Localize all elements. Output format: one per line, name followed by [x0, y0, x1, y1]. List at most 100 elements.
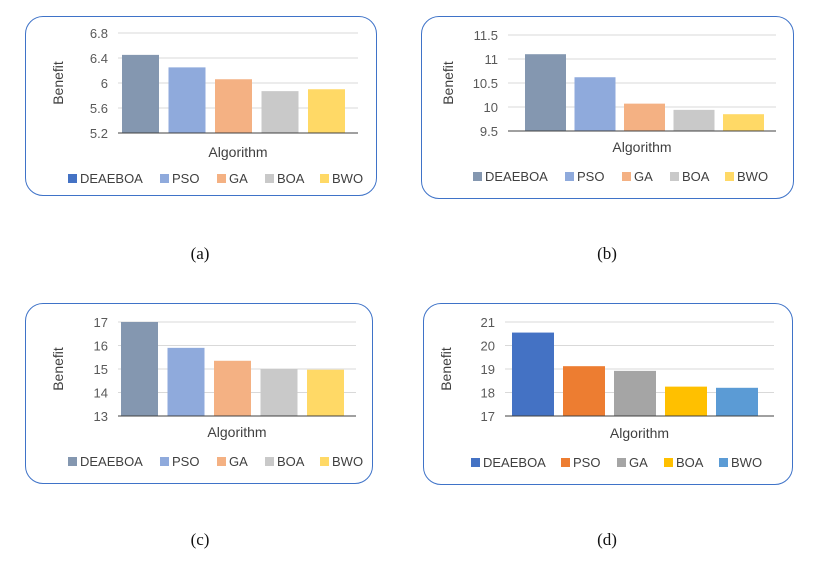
bar-deaeboa [512, 332, 554, 416]
legend-swatch [719, 458, 728, 467]
y-tick-label: 10 [484, 100, 498, 115]
legend-label: DEAEBOA [80, 454, 143, 469]
y-tick-label: 11 [485, 52, 499, 67]
bar-boa [665, 386, 707, 416]
caption-a: (a) [190, 244, 210, 263]
legend-swatch [664, 458, 673, 467]
bar-pso [167, 347, 205, 416]
legend-swatch [622, 172, 631, 181]
legend-swatch [565, 172, 574, 181]
legend-label: DEAEBOA [485, 169, 548, 184]
bar-deaeboa [525, 54, 566, 132]
legend-swatch [725, 172, 734, 181]
legend-swatch [160, 174, 169, 183]
legend-label: PSO [577, 169, 604, 184]
caption-c: (c) [190, 530, 210, 549]
legend-label: GA [634, 169, 653, 184]
legend-label: BOA [277, 171, 305, 186]
caption-d: (d) [597, 530, 617, 549]
y-tick-label: 16 [94, 339, 108, 354]
legend-swatch [670, 172, 679, 181]
bar-pso [168, 67, 206, 133]
chart-panel-b: 9.5 10 10.5 11 11.5 Algorithm Benefit DEAEBOA PS… [421, 16, 794, 199]
legend-swatch [320, 457, 329, 466]
legend-label: GA [229, 454, 248, 469]
bar-deaeboa [122, 54, 159, 133]
bar-bwo [307, 369, 344, 416]
y-axis-label: Benefit [50, 347, 66, 391]
y-tick-label: 13 [94, 409, 108, 424]
bar-ga [215, 79, 252, 133]
bar-pso [563, 366, 605, 416]
legend-label: PSO [172, 171, 199, 186]
chart-panel-a: 5.2 5.6 6 6.4 6.8 Algorithm Benefit DEAEBOA PSO G… [25, 16, 377, 196]
legend-swatch [265, 457, 274, 466]
legend-swatch [265, 174, 274, 183]
legend-label: PSO [573, 455, 600, 470]
legend-swatch [217, 457, 226, 466]
legend-swatch [473, 172, 482, 181]
legend-swatch [68, 174, 77, 183]
chart-c: 13 14 15 16 17 Algorithm Benefit DEAEBOA PSO GA BO… [50, 315, 363, 469]
bar-ga [624, 103, 665, 131]
y-tick-label: 21 [481, 315, 495, 330]
y-tick-label: 14 [94, 386, 108, 401]
legend-swatch [217, 174, 226, 183]
x-axis-label: Algorithm [610, 425, 669, 441]
legend-label: DEAEBOA [483, 455, 546, 470]
legend-label: GA [629, 455, 648, 470]
legend-label: BWO [332, 171, 363, 186]
bar-pso [574, 77, 616, 131]
legend-swatch [617, 458, 626, 467]
y-tick-label: 6.4 [90, 51, 108, 66]
y-tick-label: 20 [481, 339, 495, 354]
legend-swatch [471, 458, 480, 467]
chart-d: 17 18 19 20 21 Algorithm Benefit DEAEBOA PSO GA BO… [438, 315, 774, 470]
legend-label: DEAEBOA [80, 171, 143, 186]
y-tick-label: 18 [481, 386, 495, 401]
legend-label: BWO [737, 169, 768, 184]
legend-label: BWO [731, 455, 762, 470]
caption-b: (b) [597, 244, 617, 263]
bar-deaeboa [121, 322, 158, 416]
chart-panel-d: 17 18 19 20 21 Algorithm Benefit DEAEBOA PSO GA BO… [423, 303, 793, 485]
y-axis-label: Benefit [438, 347, 454, 391]
legend-swatch [68, 457, 77, 466]
legend-label: BOA [676, 455, 704, 470]
bar-ga [614, 370, 656, 416]
bar-bwo [723, 114, 764, 131]
legend-label: BWO [332, 454, 363, 469]
y-tick-label: 6 [101, 76, 108, 91]
y-tick-label: 15 [94, 362, 108, 377]
legend-label: BOA [682, 169, 710, 184]
x-axis-label: Algorithm [612, 139, 671, 155]
bar-bwo [308, 89, 345, 133]
bar-bwo [716, 387, 758, 416]
y-tick-label: 17 [481, 409, 495, 424]
bar-boa [261, 91, 299, 133]
y-tick-label: 17 [94, 315, 108, 330]
y-axis-label: Benefit [50, 61, 66, 105]
bar-boa [673, 109, 715, 131]
legend-label: GA [229, 171, 248, 186]
y-tick-label: 19 [481, 362, 495, 377]
y-axis-label: Benefit [440, 61, 456, 105]
legend-swatch [561, 458, 570, 467]
y-tick-label: 9.5 [480, 124, 498, 139]
x-axis-label: Algorithm [208, 144, 267, 160]
legend-swatch [320, 174, 329, 183]
legend-label: BOA [277, 454, 305, 469]
y-tick-label: 5.6 [90, 101, 108, 116]
x-axis-label: Algorithm [207, 424, 266, 440]
chart-a: 5.2 5.6 6 6.4 6.8 Algorithm Benefit DEAEBOA PSO G… [50, 26, 363, 186]
y-tick-label: 5.2 [90, 126, 108, 141]
chart-b: 9.5 10 10.5 11 11.5 Algorithm Benefit DEAEBOA PS… [440, 28, 776, 184]
y-tick-label: 6.8 [90, 26, 108, 41]
legend-label: PSO [172, 454, 199, 469]
legend-swatch [160, 457, 169, 466]
bar-boa [260, 369, 298, 416]
bar-ga [214, 360, 251, 416]
chart-panel-c: 13 14 15 16 17 Algorithm Benefit DEAEBOA PSO GA BO… [25, 303, 373, 484]
y-tick-label: 11.5 [474, 28, 498, 43]
y-tick-label: 10.5 [473, 76, 498, 91]
